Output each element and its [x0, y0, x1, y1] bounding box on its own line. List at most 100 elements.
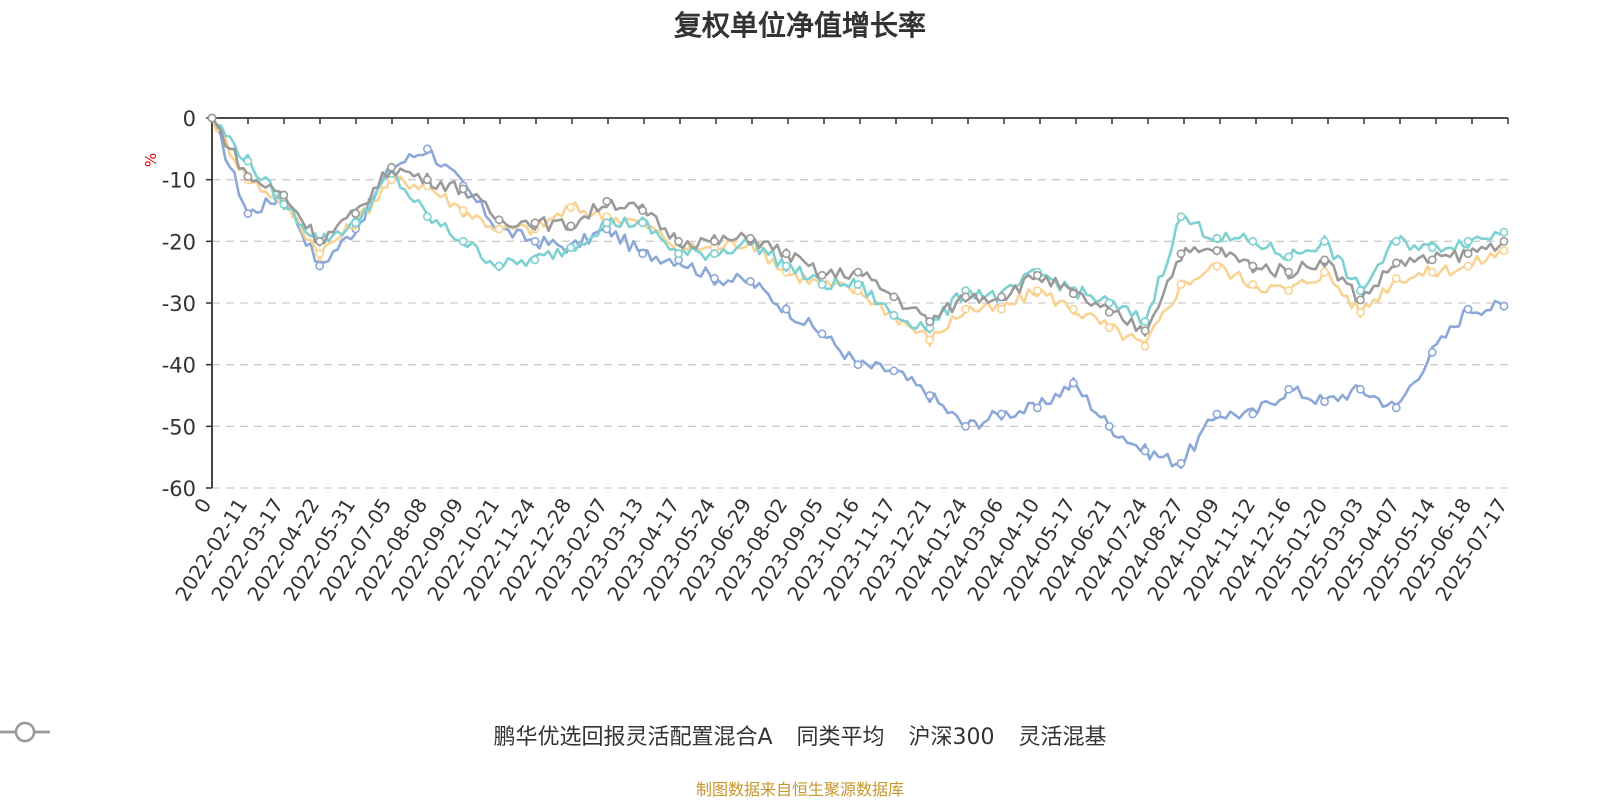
- data-point: [458, 206, 468, 215]
- data-point: [1104, 323, 1114, 333]
- data-point: [1212, 409, 1222, 419]
- data-point: [638, 249, 648, 259]
- data-point: [1427, 267, 1437, 277]
- data-point: [1427, 347, 1437, 357]
- data-point: [925, 317, 935, 326]
- data-point: [494, 215, 504, 225]
- data-point: [315, 249, 325, 259]
- data-point: [745, 233, 755, 243]
- legend-label: 沪深300: [908, 725, 995, 750]
- data-point: [997, 409, 1006, 419]
- legend-item[interactable]: 同类平均: [0, 719, 885, 751]
- data-point: [602, 196, 612, 206]
- y-tick-label: -10: [162, 169, 196, 193]
- data-point: [1356, 307, 1365, 317]
- data-point: [925, 391, 935, 400]
- data-point: [853, 360, 863, 370]
- data-point: [1033, 403, 1042, 413]
- data-point: [961, 421, 971, 431]
- y-tick-label: -60: [162, 477, 196, 501]
- data-point: [817, 270, 827, 280]
- data-point: [243, 156, 253, 166]
- data-point: [1068, 304, 1078, 314]
- legend-item[interactable]: 鹏华优选回报灵活配置混合A: [0, 719, 773, 751]
- data-point: [1463, 261, 1473, 271]
- data-point: [1176, 212, 1186, 222]
- data-point: [1427, 255, 1437, 265]
- data-point: [961, 292, 971, 302]
- data-point: [602, 218, 612, 228]
- data-point: [1320, 255, 1329, 265]
- data-point: [781, 261, 791, 271]
- data-point: [1499, 236, 1509, 246]
- data-point: [710, 273, 719, 283]
- data-point: [1499, 227, 1509, 237]
- data-point: [566, 203, 576, 212]
- x-tick-labels: 02022-02-112022-03-172022-04-222022-05-3…: [170, 494, 1512, 605]
- data-point: [243, 172, 253, 181]
- legend-item[interactable]: 沪深300: [0, 719, 995, 751]
- data-point: [1391, 258, 1401, 268]
- legend-label: 同类平均: [796, 725, 885, 750]
- chart-title: 复权单位净值增长率: [673, 9, 926, 42]
- data-point: [1176, 458, 1186, 468]
- data-point: [458, 236, 468, 246]
- data-point: [207, 113, 217, 123]
- data-point: [566, 221, 576, 231]
- y-tick-labels: 0 -10 -20 -30 -40 -50 -60: [162, 107, 196, 501]
- data-source-note: 制图数据来自恒生聚源数据库: [695, 780, 904, 799]
- series-line-1: [210, 117, 1505, 347]
- data-point: [1463, 249, 1473, 259]
- data-point: [351, 218, 360, 228]
- y-tick-label: -20: [162, 230, 196, 254]
- data-point: [997, 304, 1006, 314]
- data-point: [530, 236, 540, 246]
- data-point: [997, 292, 1006, 302]
- data-point: [1391, 273, 1401, 283]
- series-lines: [207, 113, 1509, 470]
- data-point: [1248, 261, 1258, 271]
- data-point: [422, 144, 432, 154]
- data-point: [279, 199, 289, 209]
- data-point: [279, 190, 289, 200]
- chart-legend: 鹏华优选回报灵活配置混合A 同类平均 沪深300 灵活混基: [0, 720, 1600, 750]
- data-point: [853, 280, 863, 289]
- legend-item[interactable]: 灵活混基: [0, 719, 1107, 751]
- data-point: [1284, 286, 1294, 296]
- data-point: [710, 236, 719, 246]
- data-point: [1320, 236, 1329, 246]
- data-point: [1140, 317, 1150, 326]
- data-point: [781, 304, 791, 314]
- data-point: [1212, 261, 1222, 271]
- data-point: [745, 277, 755, 286]
- data-point: [1284, 384, 1294, 394]
- line-chart: 0 -10 -20 -30 -40 -50 -60 02022-02-112022-03-1…: [142, 107, 1512, 605]
- data-point: [1284, 267, 1294, 277]
- data-point: [638, 218, 648, 228]
- y-axis-unit: %: [142, 153, 160, 167]
- data-point: [1104, 421, 1114, 431]
- data-point: [1356, 384, 1365, 394]
- data-point: [458, 184, 468, 194]
- data-point: [1463, 304, 1473, 314]
- data-point: [1212, 233, 1222, 243]
- data-point: [494, 224, 504, 234]
- data-point: [1499, 301, 1509, 311]
- data-point: [530, 255, 540, 265]
- gridlines: [212, 179, 1508, 489]
- data-point: [710, 249, 719, 259]
- data-point: [781, 249, 791, 259]
- data-point: [1320, 267, 1329, 277]
- x-tick-label: 0: [189, 494, 216, 518]
- data-point: [1248, 280, 1258, 289]
- y-tick-label: -50: [162, 415, 196, 439]
- data-point: [674, 236, 683, 246]
- data-point: [1391, 403, 1401, 413]
- data-point: [889, 366, 899, 376]
- data-point: [1033, 270, 1042, 280]
- data-point: [817, 280, 827, 289]
- data-point: [422, 175, 432, 185]
- data-point: [1463, 236, 1473, 246]
- data-point: [351, 209, 360, 218]
- data-point: [889, 292, 899, 302]
